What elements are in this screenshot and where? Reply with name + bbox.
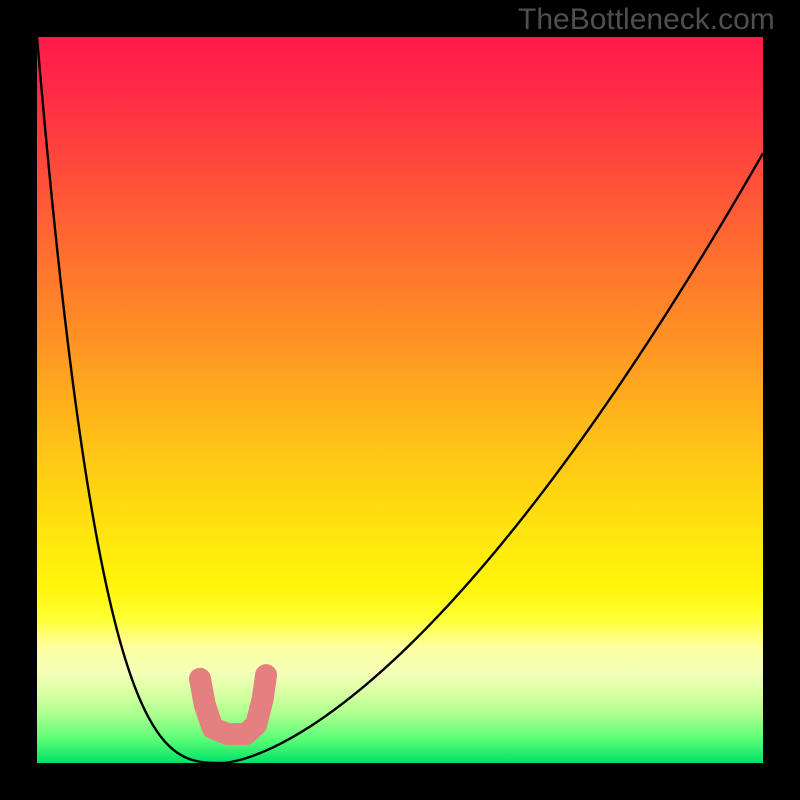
plot-area <box>37 37 763 763</box>
watermark-text: TheBottleneck.com <box>518 3 775 37</box>
plot-svg <box>37 37 763 763</box>
